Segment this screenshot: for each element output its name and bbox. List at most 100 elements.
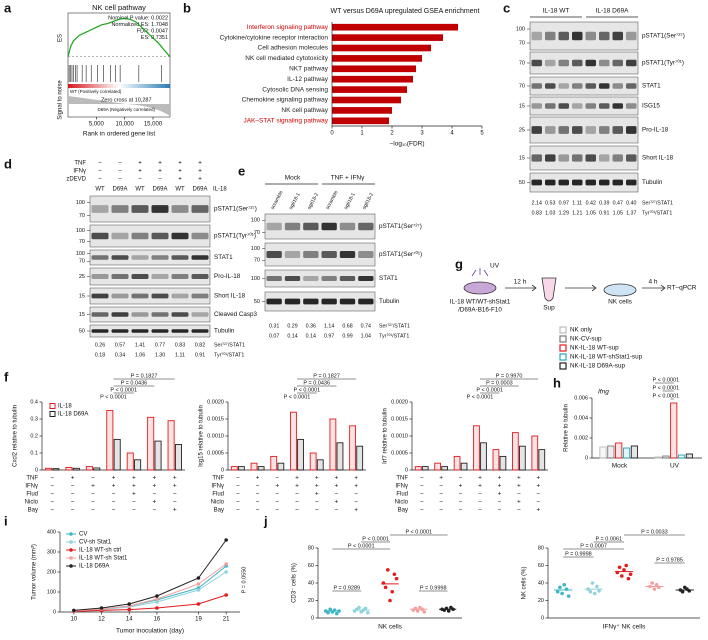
point <box>415 609 420 613</box>
y-tick-label: 0.0020 <box>391 399 408 405</box>
y-tick-label: 300 <box>47 549 56 555</box>
band <box>585 103 596 109</box>
signal-area <box>68 96 170 116</box>
point <box>328 607 333 612</box>
band <box>266 275 282 282</box>
x-tick-label: UV <box>670 463 680 470</box>
bar <box>134 459 142 471</box>
band <box>91 255 109 260</box>
lane-label: WT <box>95 187 105 193</box>
condition-sign: − <box>50 499 54 506</box>
bar <box>332 55 422 62</box>
legend-marker <box>69 556 73 560</box>
condition-sign: − <box>256 499 260 506</box>
band <box>545 31 556 41</box>
condition-sign: − <box>112 499 116 506</box>
band <box>111 273 129 280</box>
x-tick-label: 2 <box>390 131 394 137</box>
quant-value: 0.42 <box>586 200 596 206</box>
bar <box>630 445 639 459</box>
legend-swatch <box>49 411 56 417</box>
series-line <box>73 539 227 611</box>
p-value: P = 0.9998 <box>565 551 592 557</box>
band <box>171 232 189 240</box>
condition-sign: − <box>98 160 102 167</box>
blot <box>89 195 211 223</box>
band <box>284 275 301 282</box>
band <box>545 154 556 162</box>
band <box>111 312 129 317</box>
band <box>171 312 189 317</box>
marker-label: 25 <box>519 127 525 133</box>
y-tick-label: 0.2 <box>30 433 38 439</box>
point <box>155 594 159 598</box>
axis-label: −log₁₀(FDR) <box>389 141 424 148</box>
band <box>321 251 337 258</box>
condition-sign: − <box>118 176 122 183</box>
y-tick-label: 0.0015 <box>391 416 408 422</box>
condition-sign: + <box>198 176 202 183</box>
quant-value: 1.04 <box>361 333 371 339</box>
group-label: Mock <box>285 175 301 182</box>
condition-sign: + <box>315 491 319 498</box>
quant-value: 1.41 <box>135 342 145 348</box>
band <box>599 31 610 41</box>
band <box>612 179 623 186</box>
p-value: P < 0.0001 <box>348 543 375 549</box>
quant-value: 0.97 <box>559 200 569 206</box>
condition-label: TNF <box>396 476 408 482</box>
point <box>422 610 427 614</box>
blot-label: Tubulin <box>642 179 663 186</box>
point <box>224 562 228 566</box>
band <box>572 31 583 41</box>
x-tick-label: 10,000 <box>115 122 134 128</box>
point <box>652 587 657 591</box>
quant-value: 2.14 <box>532 200 542 206</box>
condition-label: Bay <box>398 508 408 514</box>
p-value: P = 0.0003 <box>486 380 513 386</box>
y-tick-label: 0 <box>311 615 314 621</box>
y-tick-label: 20 <box>308 598 314 604</box>
point <box>622 568 626 572</box>
condition-sign: + <box>138 168 142 175</box>
p-value: P = 0.1827 <box>313 373 340 379</box>
condition-sign: − <box>236 483 240 490</box>
condition-sign: + <box>152 475 156 482</box>
band <box>545 179 556 186</box>
stat: ES: 0.7351 <box>141 35 168 41</box>
diagram-label: IL-18 WT/WT-shStat1 <box>450 299 511 306</box>
quant-value: 0.83 <box>532 210 542 216</box>
condition-sign: + <box>256 475 260 482</box>
band <box>111 329 129 333</box>
condition-sign: − <box>478 499 482 506</box>
point <box>558 585 562 590</box>
panel-label: f <box>4 369 9 384</box>
marker-label: 15 <box>519 103 525 109</box>
y-tick-label: 0 <box>53 609 56 615</box>
legend-label: IL-18 WT-sh Stat1 <box>79 556 128 562</box>
y-tick-label: 20 <box>538 598 544 604</box>
bar <box>257 466 265 471</box>
blot-label: ISG15 <box>642 103 660 110</box>
band <box>171 273 189 280</box>
bar <box>65 467 73 471</box>
blot-label: pSTAT1(Tyr⁷⁰¹) <box>214 233 256 240</box>
band <box>626 83 637 89</box>
point <box>363 606 368 611</box>
x-tick-label: 21 <box>223 617 230 623</box>
point <box>566 594 571 598</box>
y-tick-label: 60 <box>538 563 544 569</box>
y-tick-label: 0.004 <box>574 415 588 421</box>
diagram-label: 12 h <box>514 279 527 286</box>
condition-sign: + <box>112 483 116 490</box>
lane-label: D69A <box>192 187 207 193</box>
legend-marker <box>69 548 73 552</box>
bar <box>332 86 407 93</box>
band <box>303 251 319 258</box>
band <box>131 205 149 213</box>
point <box>366 610 370 615</box>
point <box>654 582 659 587</box>
lane-label: WT <box>175 187 185 193</box>
condition-sign: + <box>354 475 358 482</box>
axis-label: Isg15 relative to tubulin <box>199 405 205 467</box>
